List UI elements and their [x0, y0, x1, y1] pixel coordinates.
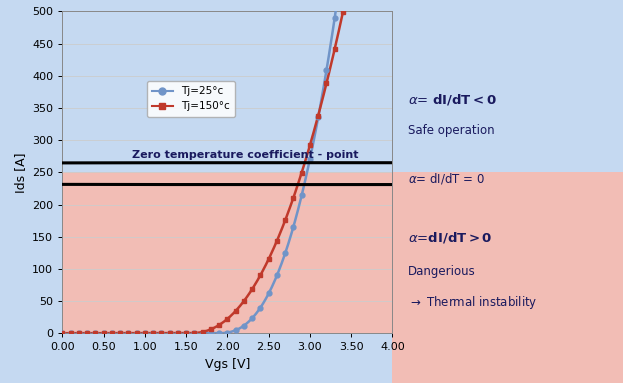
- Text: Safe operation: Safe operation: [408, 124, 495, 137]
- Text: $\rightarrow$ Thermal instability: $\rightarrow$ Thermal instability: [408, 294, 538, 311]
- Bar: [62, 5, 392, 172]
- Y-axis label: Ids [A]: Ids [A]: [14, 152, 27, 193]
- Text: Zero temperature coefficient - point: Zero temperature coefficient - point: [133, 150, 359, 160]
- Legend: Tj=25°c, Tj=150°c: Tj=25°c, Tj=150°c: [147, 81, 235, 117]
- Text: $\alpha$=$\bf{dI/dT > 0}$: $\alpha$=$\bf{dI/dT > 0}$: [408, 230, 493, 245]
- Text: $\alpha$= dI/dT = 0: $\alpha$= dI/dT = 0: [408, 170, 485, 186]
- Text: Dangerious: Dangerious: [408, 265, 476, 278]
- Text: $\alpha$= $\bf{dI/dT < 0}$: $\alpha$= $\bf{dI/dT < 0}$: [408, 92, 497, 107]
- X-axis label: Vgs [V]: Vgs [V]: [205, 358, 250, 371]
